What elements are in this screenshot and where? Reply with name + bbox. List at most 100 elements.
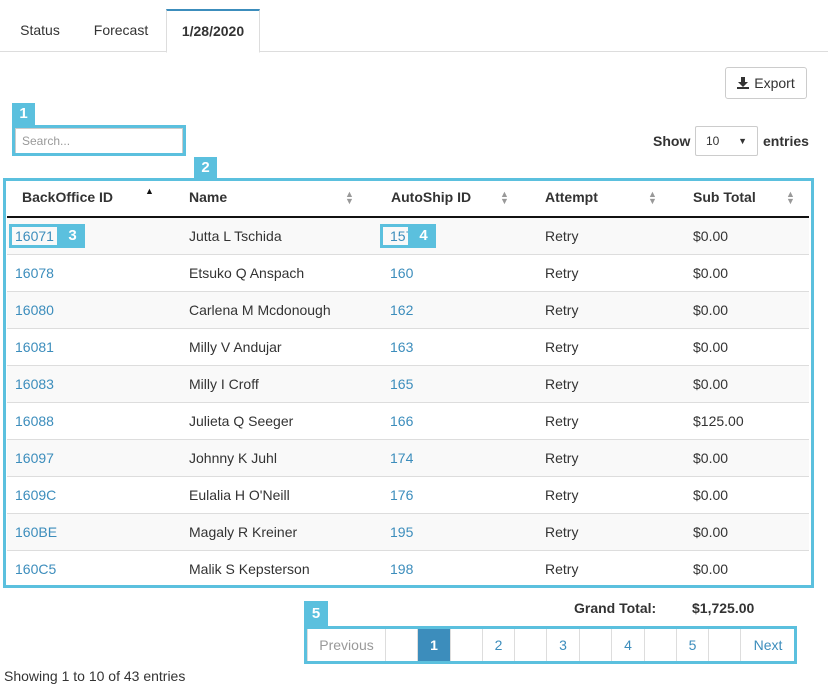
table-cell: 165 bbox=[384, 365, 537, 403]
highlight-badge-1: 1 bbox=[12, 103, 35, 125]
name-text: Jutta L Tschida bbox=[189, 228, 282, 244]
export-button[interactable]: Export bbox=[725, 67, 807, 99]
pagination-page-5[interactable]: 5 bbox=[676, 629, 708, 661]
tab-date[interactable]: 1/28/2020 bbox=[166, 9, 260, 53]
table-header-row: BackOffice ID ▲ Name ▲ ▼ AutoShip ID ▲ ▼ A… bbox=[7, 180, 809, 218]
name-text: Milly I Croff bbox=[189, 376, 259, 392]
backoffice-id-link[interactable]: 16097 bbox=[15, 450, 54, 466]
table-cell: $0.00 bbox=[683, 291, 809, 329]
grand-total-value: $1,725.00 bbox=[692, 600, 755, 616]
autoship-id-link[interactable]: 162 bbox=[390, 302, 414, 318]
table-cell: 1609C bbox=[7, 476, 182, 514]
tab-forecast[interactable]: Forecast bbox=[93, 22, 149, 38]
backoffice-id-link[interactable]: 16088 bbox=[15, 413, 54, 429]
highlight-badge-2: 2 bbox=[194, 157, 217, 178]
backoffice-id-link[interactable]: 160BE bbox=[15, 524, 58, 540]
search-input[interactable] bbox=[15, 128, 183, 154]
autoship-id-link[interactable]: 198 bbox=[390, 561, 414, 577]
sub-total-text: $0.00 bbox=[693, 265, 729, 281]
backoffice-id-link[interactable]: 16080 bbox=[15, 302, 54, 318]
backoffice-id-link[interactable]: 1609C bbox=[15, 487, 57, 503]
name-text: Eulalia H O'Neill bbox=[189, 487, 290, 503]
pagination-spacer bbox=[644, 629, 676, 661]
pagination-page-4[interactable]: 4 bbox=[611, 629, 644, 661]
attempt-text: Retry bbox=[545, 561, 579, 577]
autoship-table: BackOffice ID ▲ Name ▲ ▼ AutoShip ID ▲ ▼ A… bbox=[7, 180, 809, 587]
pagination-page-2[interactable]: 2 bbox=[482, 629, 514, 661]
table-cell: Malik S Kepsterson bbox=[182, 550, 384, 587]
table-cell: 16081 bbox=[7, 328, 182, 366]
table-cell: Carlena M Mcdonough bbox=[182, 291, 384, 329]
name-text: Malik S Kepsterson bbox=[189, 561, 310, 577]
table-row: 16081 Milly V Andujar 163 Retry $0.00 bbox=[7, 328, 809, 366]
caret-down-icon: ▼ bbox=[738, 136, 747, 146]
attempt-text: Retry bbox=[545, 265, 579, 281]
pagination-next[interactable]: Next bbox=[740, 629, 795, 661]
autoship-id-link[interactable]: 160 bbox=[390, 265, 414, 281]
table-cell: Julieta Q Seeger bbox=[182, 402, 384, 440]
table-cell: 16080 bbox=[7, 291, 182, 329]
backoffice-id-link[interactable]: 16078 bbox=[15, 265, 54, 281]
table-cell: $0.00 bbox=[683, 476, 809, 514]
grand-total-label: Grand Total: bbox=[574, 600, 657, 616]
column-header-attempt[interactable]: Attempt ▲ ▼ bbox=[537, 180, 683, 218]
attempt-text: Retry bbox=[545, 524, 579, 540]
autoship-id-link[interactable]: 176 bbox=[390, 487, 414, 503]
table-cell: 166 bbox=[384, 402, 537, 440]
table-cell: Retry bbox=[537, 216, 683, 255]
entries-select[interactable]: 10 ▼ bbox=[695, 126, 758, 156]
autoship-id-link[interactable]: 166 bbox=[390, 413, 414, 429]
table-cell: $125.00 bbox=[683, 402, 809, 440]
sub-total-text: $0.00 bbox=[693, 524, 729, 540]
table-cell: $0.00 bbox=[683, 365, 809, 403]
pagination-spacer bbox=[450, 629, 482, 661]
column-header-autoship-id[interactable]: AutoShip ID ▲ ▼ bbox=[384, 180, 537, 218]
table-cell: $0.00 bbox=[683, 216, 809, 255]
autoship-id-link[interactable]: 163 bbox=[390, 339, 414, 355]
autoship-id-link[interactable]: 165 bbox=[390, 376, 414, 392]
table-cell: Retry bbox=[537, 550, 683, 587]
backoffice-id-link[interactable]: 16071 bbox=[15, 228, 54, 244]
pagination-spacer bbox=[514, 629, 546, 661]
backoffice-id-link[interactable]: 16081 bbox=[15, 339, 54, 355]
column-header-sub-total[interactable]: Sub Total ▲ ▼ bbox=[683, 180, 809, 218]
table-cell: 16071 bbox=[7, 216, 182, 255]
table-cell: $0.00 bbox=[683, 328, 809, 366]
name-text: Etsuko Q Anspach bbox=[189, 265, 305, 281]
table-row: 16078 Etsuko Q Anspach 160 Retry $0.00 bbox=[7, 254, 809, 292]
pagination-page-1[interactable]: 1 bbox=[417, 629, 450, 661]
sub-total-text: $125.00 bbox=[693, 413, 744, 429]
entries-select-value: 10 bbox=[706, 134, 720, 148]
backoffice-id-link[interactable]: 160C5 bbox=[15, 561, 57, 577]
table-row: 16088 Julieta Q Seeger 166 Retry $125.00 bbox=[7, 402, 809, 440]
autoship-id-link[interactable]: 195 bbox=[390, 524, 414, 540]
autoship-id-link[interactable]: 157 bbox=[390, 228, 414, 244]
sort-icon: ▲ ▼ bbox=[345, 189, 354, 206]
name-text: Julieta Q Seeger bbox=[189, 413, 294, 429]
sub-total-text: $0.00 bbox=[693, 302, 729, 318]
pagination-page-3[interactable]: 3 bbox=[546, 629, 579, 661]
table-cell: Retry bbox=[537, 439, 683, 477]
table-cell: $0.00 bbox=[683, 513, 809, 551]
tab-bar: Status Forecast 1/28/2020 bbox=[0, 9, 828, 53]
table-row: 16097 Johnny K Juhl 174 Retry $0.00 bbox=[7, 439, 809, 477]
backoffice-id-link[interactable]: 16083 bbox=[15, 376, 54, 392]
table-cell: 160BE bbox=[7, 513, 182, 551]
pagination-previous[interactable]: Previous bbox=[319, 637, 374, 653]
sort-asc-icon: ▲ bbox=[145, 186, 154, 196]
column-header-name[interactable]: Name ▲ ▼ bbox=[182, 180, 384, 218]
column-header-backoffice-id[interactable]: BackOffice ID ▲ bbox=[7, 180, 182, 218]
autoship-id-link[interactable]: 174 bbox=[390, 450, 414, 466]
table-cell: 195 bbox=[384, 513, 537, 551]
tab-status[interactable]: Status bbox=[20, 22, 60, 38]
sub-total-text: $0.00 bbox=[693, 487, 729, 503]
table-cell: Johnny K Juhl bbox=[182, 439, 384, 477]
table-cell: Magaly R Kreiner bbox=[182, 513, 384, 551]
table-cell: 174 bbox=[384, 439, 537, 477]
entries-label: entries bbox=[763, 133, 809, 149]
sort-icon: ▲ ▼ bbox=[500, 189, 509, 206]
table-info: Showing 1 to 10 of 43 entries bbox=[4, 668, 186, 684]
table-cell: Retry bbox=[537, 365, 683, 403]
table-row: 160C5 Malik S Kepsterson 198 Retry $0.00 bbox=[7, 550, 809, 587]
pagination-spacer bbox=[385, 629, 417, 661]
